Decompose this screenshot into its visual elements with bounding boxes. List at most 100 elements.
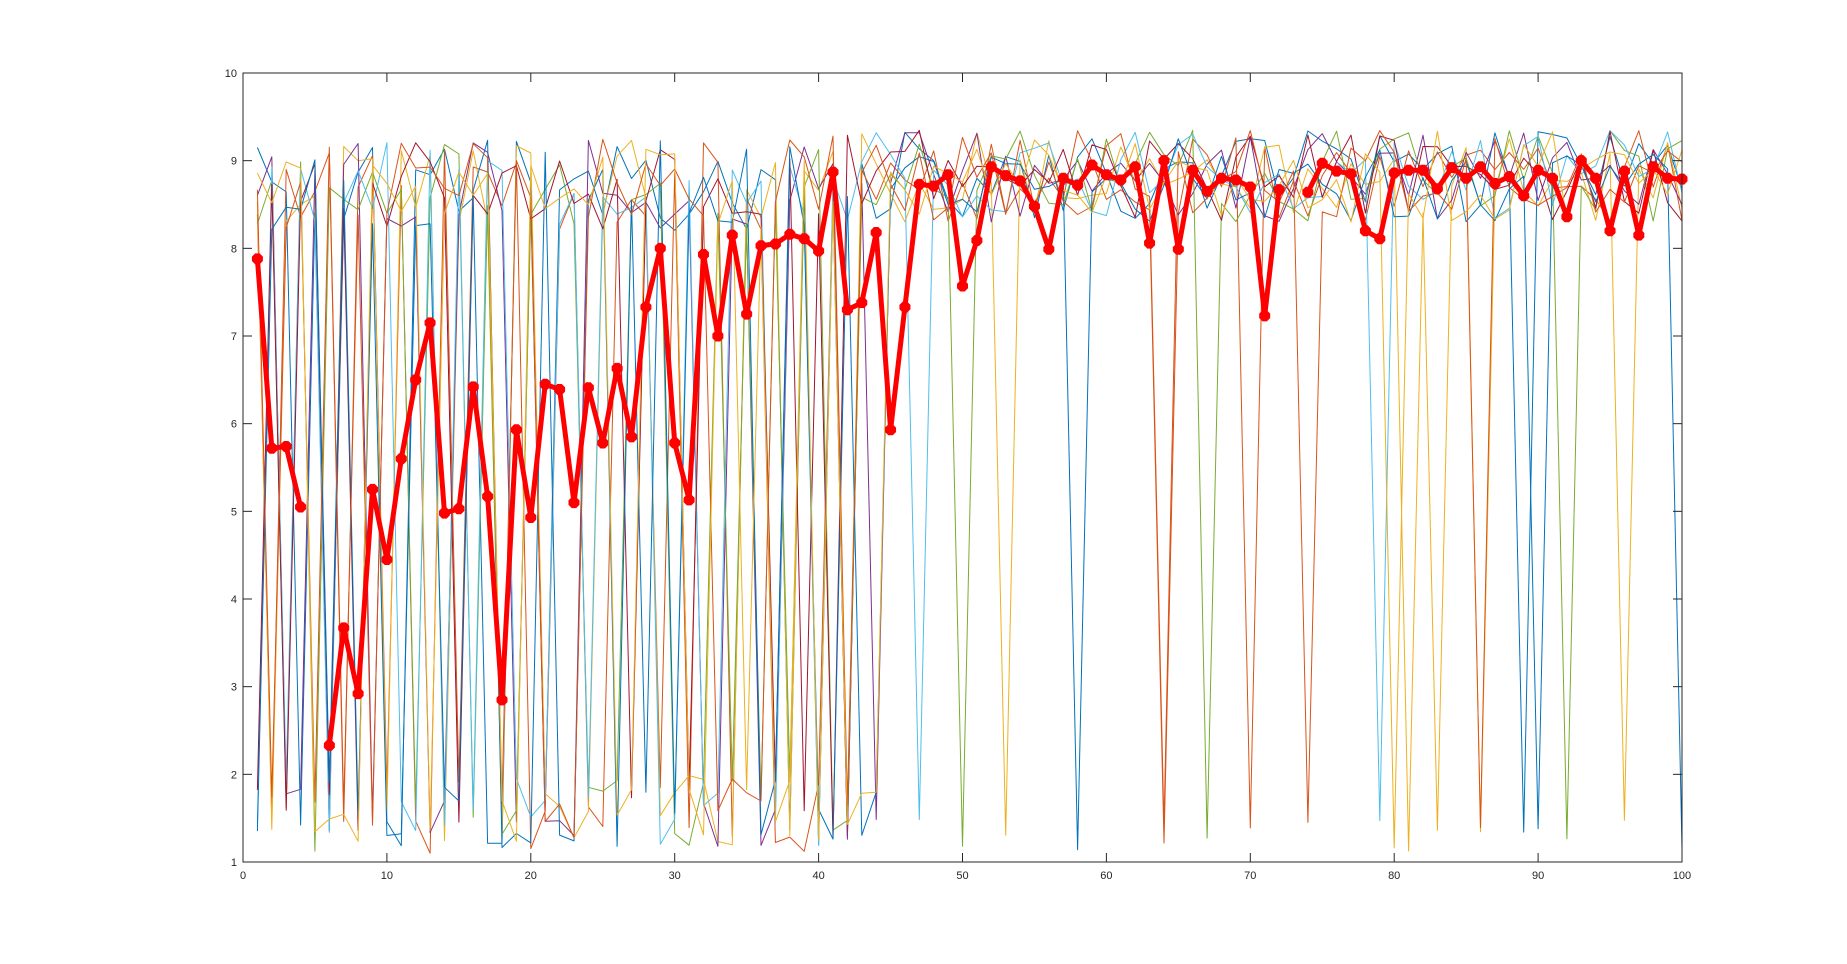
mean-series-marker	[569, 498, 579, 508]
mean-series-marker	[382, 555, 392, 565]
mean-series-marker	[842, 305, 852, 315]
mean-series-marker	[1576, 156, 1586, 166]
mean-series-marker	[1303, 187, 1313, 197]
mean-series-marker	[1605, 226, 1615, 236]
mean-series-marker	[1461, 173, 1471, 183]
y-tick-label: 4	[231, 594, 237, 606]
mean-series-marker	[1562, 212, 1572, 222]
mean-series-marker	[396, 454, 406, 464]
mean-series-marker	[368, 484, 378, 494]
mean-series-marker	[1245, 182, 1255, 192]
mean-series-marker	[1404, 165, 1414, 175]
y-tick-label: 10	[225, 68, 237, 80]
x-tick-label: 70	[1244, 870, 1256, 882]
mean-series-marker	[1533, 165, 1543, 175]
y-tick-label: 1	[231, 857, 237, 869]
x-tick-label: 10	[381, 870, 393, 882]
mean-series-marker	[698, 249, 708, 259]
mean-series-marker	[756, 241, 766, 251]
mean-series-marker	[655, 243, 665, 253]
mean-series-marker	[799, 234, 809, 244]
mean-series-marker	[1634, 230, 1644, 240]
mean-series-marker	[1145, 238, 1155, 248]
mean-series-marker	[770, 239, 780, 249]
x-tick-label: 50	[956, 870, 968, 882]
mean-series-marker	[713, 331, 723, 341]
mean-series-marker	[353, 689, 363, 699]
mean-series-marker	[900, 302, 910, 312]
mean-series-marker	[540, 379, 550, 389]
y-tick-label: 6	[231, 419, 237, 431]
x-tick-label: 80	[1388, 870, 1400, 882]
mean-series-marker	[1504, 171, 1514, 181]
mean-series-marker	[1231, 175, 1241, 185]
mean-series-marker	[1490, 178, 1500, 188]
mean-series-marker	[1130, 162, 1140, 172]
mean-series-marker	[742, 309, 752, 319]
mean-series-marker	[1389, 168, 1399, 178]
mean-series-marker	[958, 281, 968, 291]
y-tick-label: 5	[231, 506, 237, 518]
mean-series-marker	[1591, 173, 1601, 183]
mean-series-marker	[612, 363, 622, 373]
x-tick-label: 20	[525, 870, 537, 882]
mean-series-marker	[511, 425, 521, 435]
mean-series-marker	[785, 229, 795, 239]
mean-series-marker	[1648, 162, 1658, 172]
mean-series-marker	[1432, 184, 1442, 194]
mean-series-marker	[1202, 186, 1212, 196]
mean-series-marker	[252, 254, 262, 264]
mean-series-marker	[281, 441, 291, 451]
mean-series-marker	[267, 443, 277, 453]
mean-series-marker	[1332, 166, 1342, 176]
mean-series-marker	[1418, 165, 1428, 175]
mean-series-marker	[972, 235, 982, 245]
mean-series-marker	[598, 438, 608, 448]
mean-series-marker	[986, 162, 996, 172]
mean-series-marker	[324, 740, 334, 750]
mean-series-marker	[1547, 173, 1557, 183]
mean-series-marker	[483, 491, 493, 501]
mean-series-marker	[1159, 156, 1169, 166]
x-tick-label: 100	[1673, 870, 1691, 882]
mean-series-marker	[1058, 173, 1068, 183]
mean-series-marker	[886, 425, 896, 435]
x-tick-label: 0	[240, 870, 246, 882]
mean-series-marker	[814, 246, 824, 256]
mean-series-marker	[914, 179, 924, 189]
mean-series-marker	[1663, 173, 1673, 183]
mean-series-marker	[684, 495, 694, 505]
y-tick-label: 8	[231, 243, 237, 255]
mean-series-marker	[1044, 244, 1054, 254]
x-tick-label: 40	[812, 870, 824, 882]
mean-series-marker	[1029, 201, 1039, 211]
mean-series-marker	[1346, 169, 1356, 179]
x-tick-label: 60	[1100, 870, 1112, 882]
mean-series-marker	[583, 383, 593, 393]
mean-series-marker	[857, 298, 867, 308]
mean-series-marker	[1519, 191, 1529, 201]
mean-series-marker	[454, 504, 464, 514]
mean-series-marker	[1015, 176, 1025, 186]
mean-series-marker	[296, 502, 306, 512]
mean-series-marker	[828, 167, 838, 177]
mean-series-marker	[1073, 180, 1083, 190]
mean-series-marker	[1476, 162, 1486, 172]
y-tick-label: 2	[231, 769, 237, 781]
mean-series-marker	[871, 228, 881, 238]
mean-series-marker	[641, 302, 651, 312]
mean-series-marker	[929, 181, 939, 191]
mean-series-marker	[1101, 170, 1111, 180]
x-tick-label: 30	[669, 870, 681, 882]
x-tick-label: 90	[1532, 870, 1544, 882]
mean-series-marker	[497, 695, 507, 705]
mean-series-marker	[1360, 226, 1370, 236]
y-tick-label: 3	[231, 682, 237, 694]
mean-series-marker	[339, 623, 349, 633]
mean-series-marker	[1375, 234, 1385, 244]
y-tick-label: 7	[231, 331, 237, 343]
y-tick-label: 9	[231, 156, 237, 168]
mean-series-marker	[670, 438, 680, 448]
mean-series-marker	[727, 230, 737, 240]
